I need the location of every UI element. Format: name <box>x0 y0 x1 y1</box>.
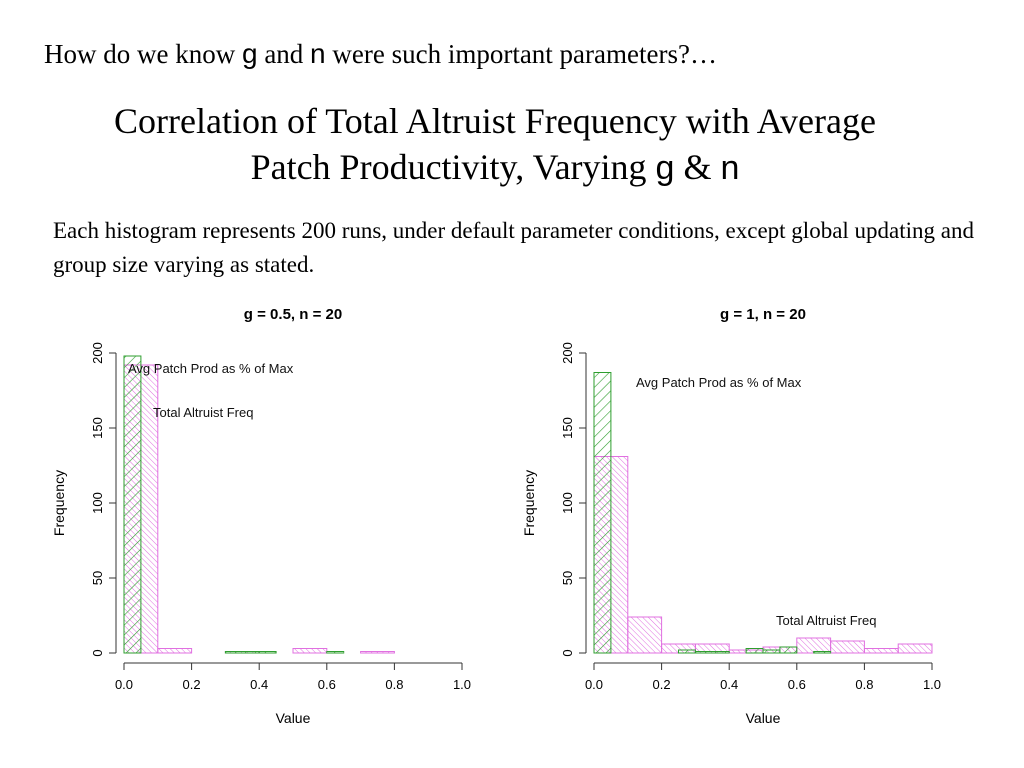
x-axis-label: Value <box>746 710 781 726</box>
page-title: Correlation of Total Altruist Frequency … <box>40 98 950 191</box>
y-tick-label: 150 <box>90 417 105 439</box>
question-mid: and <box>257 39 311 69</box>
y-tick-label: 200 <box>560 342 575 364</box>
histogram-bar <box>863 648 899 654</box>
histogram-bar <box>258 651 277 654</box>
x-tick-label: 0.2 <box>183 677 201 692</box>
question-n-symbol: n <box>310 38 326 69</box>
histogram-bar <box>694 651 730 654</box>
x-tick-label: 1.0 <box>453 677 471 692</box>
annotation-total-altruist-freq: Total Altruist Freq <box>776 613 876 628</box>
title-n-symbol: n <box>720 149 740 187</box>
question-g-symbol: g <box>241 38 258 69</box>
question-post: were such important parameters?… <box>325 39 717 69</box>
series-pink <box>593 456 933 654</box>
histogram-chart-left: 0.0 0.2 0.4 0.6 0.8 1.0 0 50 100 150 200 g = 0.5, … <box>51 306 471 726</box>
y-tick-label: 50 <box>560 571 575 585</box>
x-tick-label: 0.4 <box>720 677 738 692</box>
x-tick-label: 0.0 <box>585 677 603 692</box>
page-title-line1: Correlation of Total Altruist Frequency … <box>114 101 876 141</box>
annotation-avg-patch-prod: Avg Patch Prod as % of Max <box>636 375 802 390</box>
plot-area: 0.0 0.2 0.4 0.6 0.8 1.0 0 50 100 150 200 <box>560 342 941 692</box>
histogram-bar <box>830 640 865 654</box>
title-line2-pre: Patch Productivity, Varying <box>250 147 656 187</box>
histogram-bar <box>326 651 345 654</box>
question-text: How do we know g and n were such importa… <box>44 38 717 70</box>
histogram-chart-right: 0.0 0.2 0.4 0.6 0.8 1.0 0 50 100 150 200 g = 1, n … <box>521 306 941 726</box>
x-tick-label: 1.0 <box>923 677 941 692</box>
x-tick-label: 0.0 <box>115 677 133 692</box>
histogram-bar <box>762 649 781 654</box>
histogram-bar <box>123 355 142 654</box>
x-tick-label: 0.4 <box>250 677 268 692</box>
series-green <box>123 355 345 654</box>
histogram-bar <box>813 651 832 654</box>
y-tick-label: 0 <box>560 649 575 656</box>
chart-title: g = 0.5, n = 20 <box>244 306 342 323</box>
histogram-bar <box>796 637 832 654</box>
y-tick-label: 0 <box>90 649 105 656</box>
plot-area: 0.0 0.2 0.4 0.6 0.8 1.0 0 50 100 150 200 <box>90 342 471 692</box>
histogram-bar <box>779 646 798 654</box>
question-pre: How do we know <box>44 39 242 69</box>
title-g-symbol: g <box>655 149 675 187</box>
histogram-bar <box>593 372 612 654</box>
x-tick-label: 0.2 <box>653 677 671 692</box>
x-tick-label: 0.8 <box>855 677 873 692</box>
series-green <box>593 372 832 654</box>
histogram-bar <box>897 643 933 654</box>
histogram-bar <box>678 649 696 654</box>
y-tick-label: 100 <box>560 492 575 514</box>
x-tick-label: 0.8 <box>385 677 403 692</box>
histogram-bar <box>292 648 328 654</box>
y-tick-label: 100 <box>90 492 105 514</box>
y-tick-label: 50 <box>90 571 105 585</box>
histogram-bar <box>224 651 260 654</box>
x-tick-label: 0.6 <box>788 677 806 692</box>
x-axis-label: Value <box>276 710 311 726</box>
annotation-total-altruist-freq: Total Altruist Freq <box>153 405 253 420</box>
chart-title: g = 1, n = 20 <box>720 306 806 323</box>
y-tick-label: 150 <box>560 417 575 439</box>
histogram-bar <box>157 648 193 654</box>
y-axis-label: Frequency <box>521 470 537 536</box>
page-title-line2: Patch Productivity, Varying g & n <box>40 144 950 191</box>
annotation-avg-patch-prod: Avg Patch Prod as % of Max <box>128 361 294 376</box>
histogram-bar <box>360 651 395 654</box>
y-axis-label: Frequency <box>51 470 67 536</box>
histogram-bar <box>745 648 764 654</box>
histogram-bar <box>627 616 663 654</box>
y-tick-label: 200 <box>90 342 105 364</box>
x-tick-label: 0.6 <box>318 677 336 692</box>
description-text: Each histogram represents 200 runs, unde… <box>53 218 974 277</box>
title-amp: & <box>674 147 721 187</box>
